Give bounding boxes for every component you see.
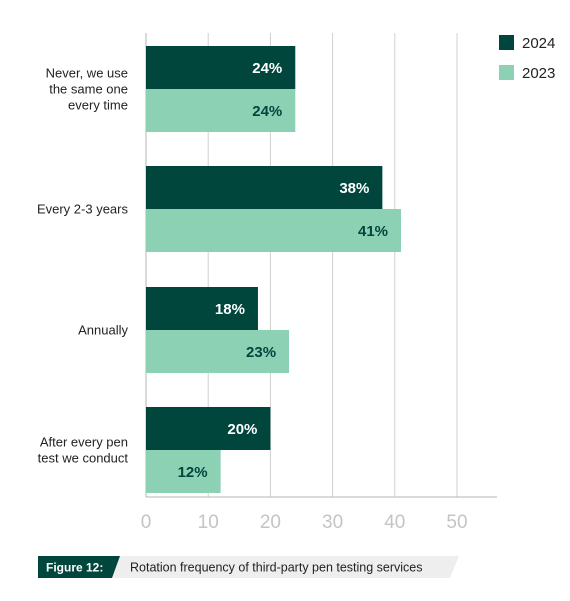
bar-value-label: 41% xyxy=(358,223,388,240)
bar-value-label: 23% xyxy=(246,344,276,361)
x-tick-label: 10 xyxy=(198,512,219,533)
category-label: the same one xyxy=(49,82,128,97)
bar-2024 xyxy=(146,46,296,89)
bar-value-label: 20% xyxy=(227,421,257,438)
figure-caption: Figure 12: Rotation frequency of third-p… xyxy=(38,556,459,578)
category-label: Never, we use xyxy=(46,66,128,81)
bar-2024 xyxy=(146,166,383,209)
legend-swatch-2024 xyxy=(499,35,514,50)
x-tick-label: 50 xyxy=(446,512,467,533)
category-label: Every 2-3 years xyxy=(37,202,129,217)
bar-value-label: 38% xyxy=(339,180,369,197)
legend-label: 2024 xyxy=(522,35,555,52)
bar-value-label: 18% xyxy=(215,301,245,318)
bar-2023 xyxy=(146,209,402,252)
category-label: Annually xyxy=(78,323,128,338)
legend-label: 2023 xyxy=(522,65,555,82)
x-tick-label: 20 xyxy=(260,512,281,533)
caption-band xyxy=(112,556,459,578)
bar-value-label: 12% xyxy=(178,464,208,481)
x-tick-label: 40 xyxy=(384,512,405,533)
bar-2023 xyxy=(146,89,296,132)
category-label: every time xyxy=(68,98,128,113)
bar-2023 xyxy=(146,330,290,373)
legend: 2024 2023 xyxy=(499,35,555,82)
bar-2024 xyxy=(146,407,271,450)
x-tick-label: 30 xyxy=(322,512,343,533)
bar-2024 xyxy=(146,287,258,330)
x-axis-ticks: 0 10 20 30 40 50 xyxy=(141,512,468,533)
caption-text: Rotation frequency of third-party pen te… xyxy=(130,561,423,575)
legend-swatch-2023 xyxy=(499,65,514,80)
bar-value-label: 24% xyxy=(252,60,282,77)
category-label: After every pen xyxy=(40,435,128,450)
caption-tag xyxy=(38,556,120,578)
bar-value-label: 24% xyxy=(252,103,282,120)
category-label: test we conduct xyxy=(38,451,129,466)
caption-tag-text: Figure 12: xyxy=(46,561,103,575)
bar-2023 xyxy=(146,450,221,493)
x-tick-label: 0 xyxy=(141,512,152,533)
bars: 24% 38% 18% 20% 24% 41% 23% 12% xyxy=(146,46,402,493)
